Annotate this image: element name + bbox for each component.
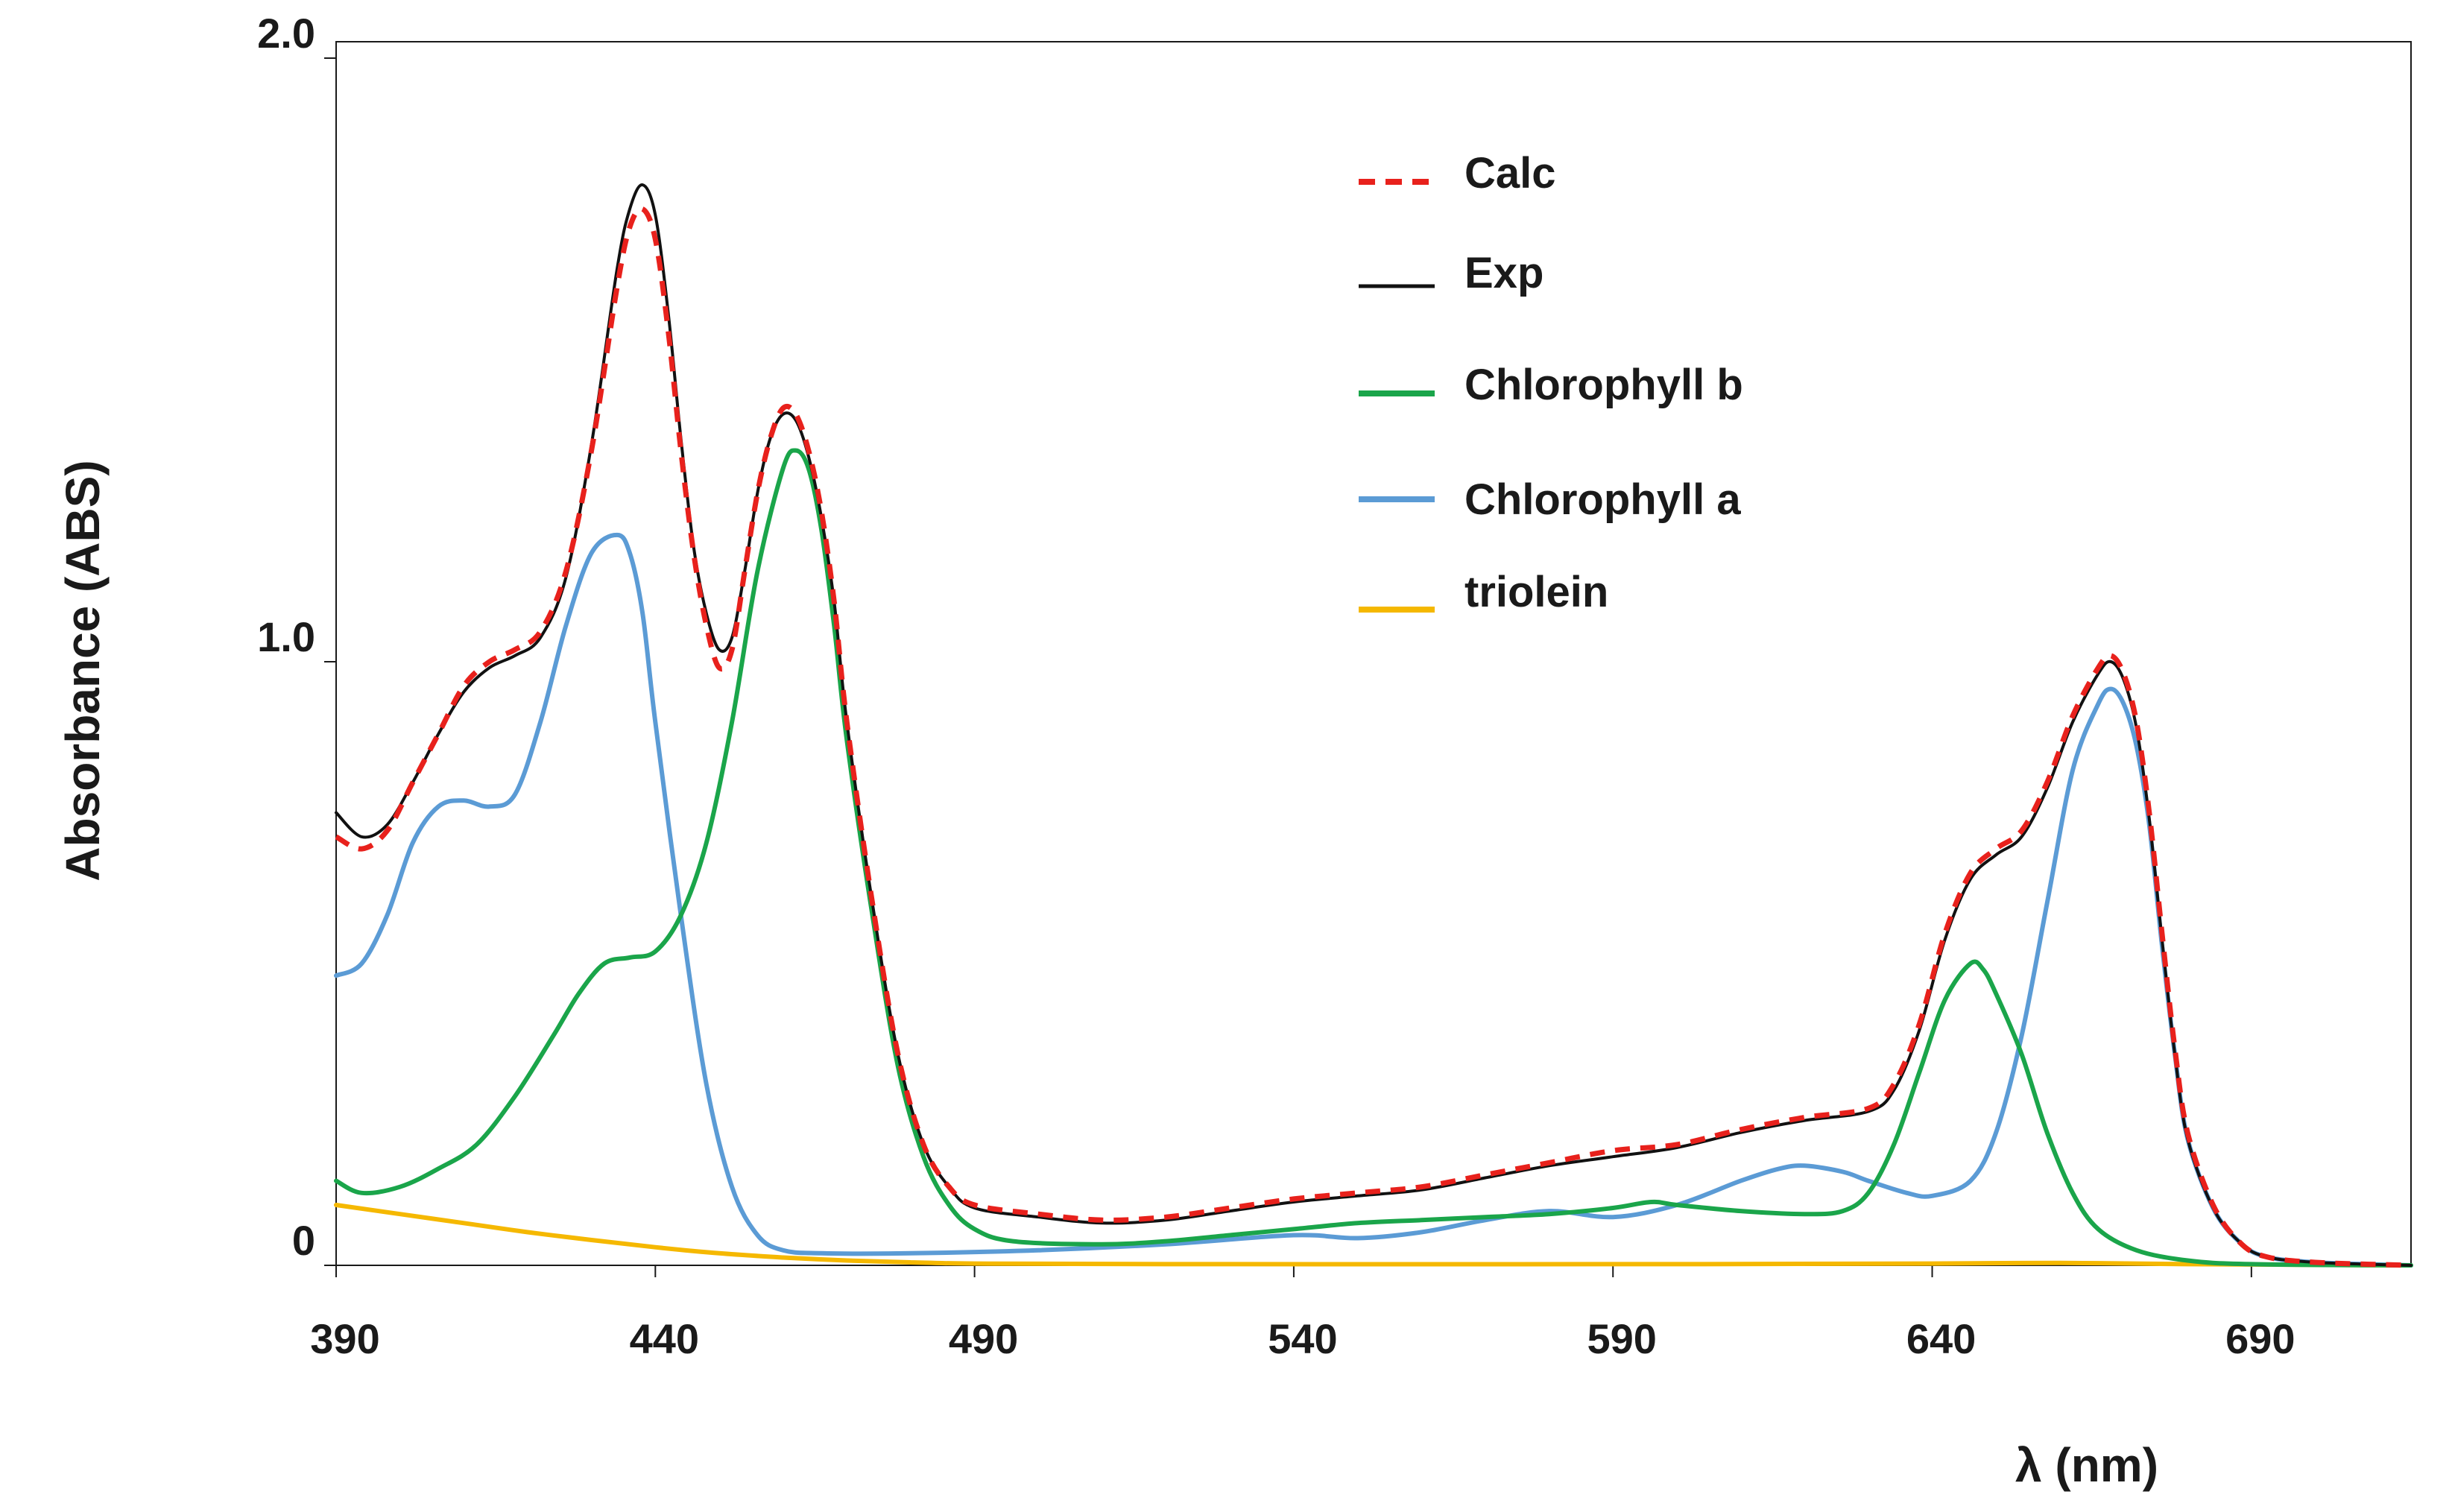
x-tick-label: 440 [630,1315,699,1362]
legend-item-calc: Calc [1359,149,1556,197]
y-axis-title: Absorbance (ABS) [56,460,110,881]
legend-label-exp: Exp [1464,249,1543,297]
legend-item-triolein: triolein [1359,568,1608,616]
series-line-calc [335,206,2412,1268]
legend-item-chlorophyll-b: Chlorophyll b [1359,361,1743,409]
x-axis-title: λ (nm) [2015,1438,2158,1492]
legend-label-calc: Calc [1464,149,1556,197]
series-line-chlorophyll-b [334,448,2413,1268]
y-tick-label: 1.0 [257,613,315,660]
legend-item-chlorophyll-a: Chlorophyll a [1359,475,1741,524]
x-tick-label: 540 [1268,1315,1337,1362]
series-layer [334,183,2413,1268]
legend: Calc Exp Chlorophyll b Chlorophyll a tri… [1359,149,1743,616]
y-tick-label: 0 [292,1217,315,1264]
series-line-chlorophyll-a [334,532,2413,1268]
legend-label-chlorophyll-b: Chlorophyll b [1464,361,1743,409]
legend-label-chlorophyll-a: Chlorophyll a [1464,475,1741,524]
x-tick-label: 640 [1906,1315,1976,1362]
y-tick-label: 2.0 [257,10,315,57]
legend-item-exp: Exp [1359,249,1543,297]
x-axis: 390 440 490 540 590 640 690 [310,1265,2295,1362]
x-tick-label: 490 [949,1315,1018,1362]
y-axis: 0 1.0 2.0 [257,10,336,1266]
x-tick-label: 390 [310,1315,379,1362]
x-tick-label: 690 [2225,1315,2295,1362]
series-line-triolein [334,1203,2413,1268]
x-tick-label: 590 [1587,1315,1657,1362]
legend-label-triolein: triolein [1464,568,1608,616]
series-line-exp [335,183,2412,1267]
